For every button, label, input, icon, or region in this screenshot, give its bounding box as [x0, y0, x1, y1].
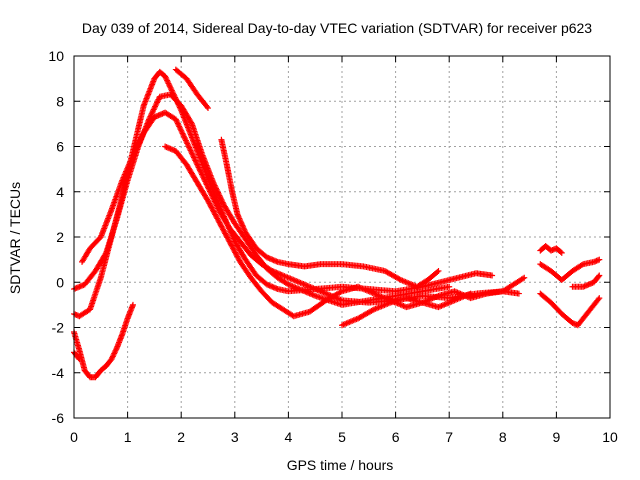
data-point: [596, 256, 603, 263]
x-tick-label: 10: [602, 429, 618, 445]
x-tick-label: 4: [285, 429, 293, 445]
series-track-9: [339, 290, 474, 329]
y-tick-label: 8: [56, 93, 64, 109]
data-point: [515, 290, 522, 297]
data-point: [467, 290, 474, 297]
data-point: [240, 223, 247, 230]
data-point: [489, 272, 496, 279]
data-point: [235, 214, 242, 221]
data-point: [205, 105, 211, 112]
data-point: [239, 222, 246, 229]
x-axis-title: GPS time / hours: [287, 457, 394, 473]
data-point: [75, 355, 82, 362]
data-point: [434, 268, 441, 275]
y-tick-label: 4: [56, 184, 64, 200]
axis-ticks: 0 1 2 3 4 5 6 7 8 9 10 -6 -4 -2 0 2 4 6 8 10: [48, 48, 618, 445]
data-point: [578, 261, 585, 268]
series-track-10: [537, 243, 565, 256]
data-point: [337, 289, 344, 296]
data-point: [596, 295, 603, 302]
data-point: [446, 283, 453, 290]
data-point: [595, 296, 602, 303]
y-tick-label: -2: [52, 320, 65, 336]
data-point: [396, 276, 403, 283]
data-point: [204, 103, 211, 110]
data-point: [519, 275, 526, 282]
data-point: [236, 215, 243, 222]
data-point: [238, 219, 245, 226]
x-tick-label: 1: [124, 429, 132, 445]
data-point: [237, 218, 244, 225]
y-tick-label: -4: [52, 365, 65, 381]
x-tick-label: 5: [338, 429, 346, 445]
data-point: [238, 221, 245, 228]
data-point: [76, 356, 83, 363]
data-point: [234, 211, 241, 218]
data-point: [240, 225, 247, 232]
series-track-5: [172, 66, 211, 112]
y-tick-label: -6: [52, 410, 65, 426]
y-tick-label: 0: [56, 274, 64, 290]
x-tick-label: 3: [231, 429, 239, 445]
x-tick-label: 9: [553, 429, 561, 445]
y-tick-label: 6: [56, 139, 64, 155]
series-track-11: [537, 256, 603, 283]
chart-title: Day 039 of 2014, Sidereal Day-to-day VTE…: [82, 20, 592, 36]
y-tick-label: 2: [56, 229, 64, 245]
data-point: [129, 301, 136, 308]
x-tick-label: 7: [445, 429, 453, 445]
data-point: [188, 119, 195, 126]
series-track-7: [71, 301, 136, 381]
x-tick-label: 6: [392, 429, 400, 445]
x-tick-label: 2: [177, 429, 185, 445]
data-point: [235, 212, 242, 219]
y-axis-title: SDTVAR / TECUs: [7, 182, 23, 294]
data-point: [557, 248, 564, 255]
data-point: [102, 251, 109, 258]
data-point: [435, 267, 442, 274]
data-point: [369, 307, 376, 314]
data-point: [241, 226, 248, 233]
data-point: [521, 274, 528, 281]
data-point: [236, 216, 243, 223]
series-track-6: [218, 136, 442, 290]
x-tick-label: 0: [70, 429, 78, 445]
x-tick-label: 8: [499, 429, 507, 445]
y-tick-label: 10: [48, 48, 64, 64]
data-point: [596, 272, 603, 279]
data-point: [595, 273, 602, 280]
data-point: [558, 249, 565, 256]
series-track-13: [537, 290, 603, 329]
series-track-12: [569, 272, 603, 290]
